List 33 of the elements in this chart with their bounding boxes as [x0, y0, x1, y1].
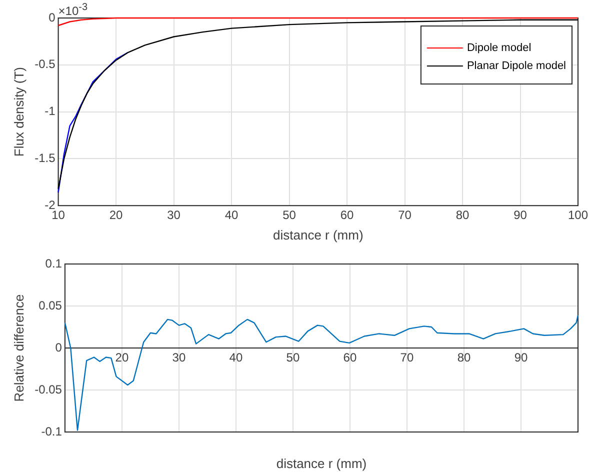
- x-tick-label: 80: [456, 208, 470, 222]
- x-tick-label: 30: [167, 208, 181, 222]
- x-tick-label: 60: [340, 208, 354, 222]
- x-tick-label: 90: [514, 208, 528, 222]
- y-tick-label: -0.05: [34, 382, 62, 396]
- legend-label: Dipole model: [466, 42, 532, 54]
- x-tick-label: 50: [282, 208, 296, 222]
- x-tick-label: 90: [514, 350, 528, 365]
- x-tick-label: 30: [172, 350, 186, 365]
- x-axis-title: distance r (mm): [272, 228, 364, 243]
- x-tick-label: 40: [229, 350, 243, 365]
- x-tick-label: 20: [115, 350, 129, 365]
- x-tick-label: 80: [457, 350, 471, 365]
- y-tick-label: -1: [44, 104, 56, 118]
- y-tick-label: -0.1: [41, 424, 62, 438]
- x-tick-label: 20: [109, 208, 124, 222]
- y-tick-label: 0: [48, 10, 56, 24]
- y-axis-title: Relative difference: [11, 294, 26, 402]
- y-tick-label: -1.5: [34, 151, 56, 166]
- text: ×10$^{-3}$: [58, 1, 88, 18]
- legend-label: Planar Dipole model: [466, 60, 566, 72]
- x-axis-title: distance r (mm): [276, 456, 367, 472]
- x-tick-label: 60: [343, 350, 357, 365]
- y-axis-title: Flux density (T): [11, 67, 26, 157]
- x-tick-label: 40: [224, 208, 239, 222]
- y-tick-label: 0: [55, 340, 62, 354]
- y-tick-label: -0.5: [34, 57, 56, 72]
- x-tick-label: 50: [286, 350, 300, 365]
- x-tick-label: 70: [398, 208, 412, 222]
- x-tick-label: 100: [568, 208, 588, 222]
- x-tick-label: 70: [400, 350, 414, 365]
- y-tick-label: 0.05: [38, 298, 62, 312]
- y-tick-label: 0.1: [45, 256, 62, 270]
